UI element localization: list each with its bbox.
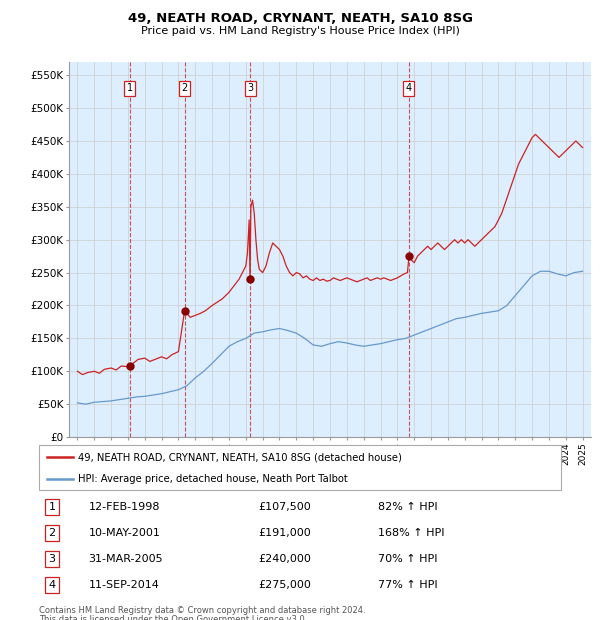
FancyBboxPatch shape xyxy=(39,445,561,490)
Text: This data is licensed under the Open Government Licence v3.0.: This data is licensed under the Open Gov… xyxy=(39,615,307,620)
Text: 82% ↑ HPI: 82% ↑ HPI xyxy=(379,502,438,512)
Text: 77% ↑ HPI: 77% ↑ HPI xyxy=(379,580,438,590)
Text: 31-MAR-2005: 31-MAR-2005 xyxy=(89,554,163,564)
Text: 10-MAY-2001: 10-MAY-2001 xyxy=(89,528,160,538)
Text: 12-FEB-1998: 12-FEB-1998 xyxy=(89,502,160,512)
Text: £240,000: £240,000 xyxy=(258,554,311,564)
Text: 11-SEP-2014: 11-SEP-2014 xyxy=(89,580,160,590)
Text: 3: 3 xyxy=(49,554,56,564)
Text: 1: 1 xyxy=(127,83,133,94)
Text: HPI: Average price, detached house, Neath Port Talbot: HPI: Average price, detached house, Neat… xyxy=(78,474,348,484)
Text: 70% ↑ HPI: 70% ↑ HPI xyxy=(379,554,438,564)
Text: £191,000: £191,000 xyxy=(258,528,311,538)
Text: £107,500: £107,500 xyxy=(258,502,311,512)
Text: Price paid vs. HM Land Registry's House Price Index (HPI): Price paid vs. HM Land Registry's House … xyxy=(140,26,460,36)
Text: 4: 4 xyxy=(406,83,412,94)
Text: £275,000: £275,000 xyxy=(258,580,311,590)
Text: 49, NEATH ROAD, CRYNANT, NEATH, SA10 8SG (detached house): 49, NEATH ROAD, CRYNANT, NEATH, SA10 8SG… xyxy=(78,452,402,463)
Text: 1: 1 xyxy=(49,502,56,512)
Text: 49, NEATH ROAD, CRYNANT, NEATH, SA10 8SG: 49, NEATH ROAD, CRYNANT, NEATH, SA10 8SG xyxy=(128,12,473,25)
Text: Contains HM Land Registry data © Crown copyright and database right 2024.: Contains HM Land Registry data © Crown c… xyxy=(39,606,365,616)
Text: 4: 4 xyxy=(49,580,56,590)
Text: 2: 2 xyxy=(49,528,56,538)
Text: 2: 2 xyxy=(181,83,188,94)
Text: 3: 3 xyxy=(247,83,253,94)
Text: 168% ↑ HPI: 168% ↑ HPI xyxy=(379,528,445,538)
